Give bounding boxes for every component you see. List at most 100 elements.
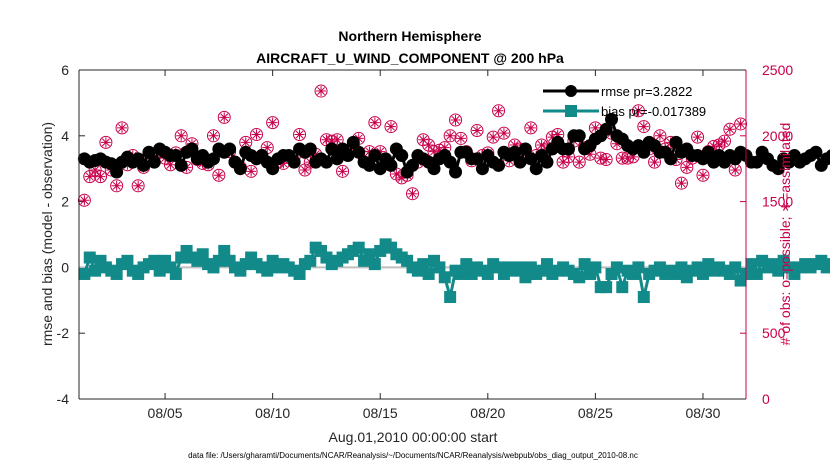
obs-possible-point xyxy=(648,155,662,169)
obs-assimilated-point xyxy=(111,180,122,191)
rmse-point xyxy=(605,112,619,126)
bias-point xyxy=(422,267,435,280)
rmse-point xyxy=(266,162,280,176)
rmse-point xyxy=(169,149,183,163)
y-axis-label: rmse and bias (model - observation) xyxy=(39,122,55,346)
y-tick-label: 2 xyxy=(61,194,69,210)
rmse-point xyxy=(492,158,506,172)
obs-assimilated-point xyxy=(654,130,665,141)
obs-assimilated-point xyxy=(278,158,289,169)
obs-possible-point xyxy=(99,135,113,149)
obs-assimilated-point xyxy=(251,129,262,140)
chart-title: Northern Hemisphere xyxy=(338,28,481,44)
obs-assimilated-point xyxy=(407,188,418,199)
obs-possible-point xyxy=(77,193,91,207)
x-tick-label: 08/15 xyxy=(363,405,398,421)
obs-possible-point xyxy=(314,84,328,98)
obs-assimilated-point xyxy=(100,137,111,148)
obs-possible-point xyxy=(723,122,737,136)
obs-assimilated-point xyxy=(633,105,644,116)
bias-point xyxy=(417,258,430,271)
obs-possible-point xyxy=(217,110,231,124)
obs-assimilated-point xyxy=(423,140,434,151)
bias-point xyxy=(218,244,231,257)
obs-possible-point xyxy=(631,104,645,118)
x-tick-label: 08/30 xyxy=(685,405,720,421)
rmse-point xyxy=(206,152,220,166)
obs-possible-point xyxy=(250,127,264,141)
rmse-point xyxy=(185,142,199,156)
bias-point xyxy=(433,261,446,274)
obs-possible-point xyxy=(556,155,570,169)
bias-series xyxy=(78,238,830,304)
y-right-tick-label: 500 xyxy=(762,325,786,341)
bias-point xyxy=(637,291,650,304)
bias-point xyxy=(454,267,467,280)
obs-assimilated-point xyxy=(676,178,687,189)
obs-assimilated-point xyxy=(628,151,639,162)
rmse-point xyxy=(427,162,441,176)
obs-assimilated-point xyxy=(337,166,348,177)
obs-possible-point xyxy=(384,120,398,134)
obs-possible-point xyxy=(336,164,350,178)
y-right-tick-label: 0 xyxy=(762,391,770,407)
obs-assimilated-point xyxy=(310,149,321,160)
rmse-point xyxy=(352,145,366,159)
x-tick-label: 08/20 xyxy=(470,405,505,421)
y-tick-label: -2 xyxy=(57,325,70,341)
obs-assimilated-point xyxy=(574,157,585,168)
obs-possible-point xyxy=(212,168,226,182)
obs-possible-point xyxy=(674,176,688,190)
obs-assimilated-point xyxy=(536,140,547,151)
bias-point xyxy=(148,254,161,267)
rmse-point xyxy=(137,158,151,172)
obs-assimilated-point xyxy=(294,129,305,140)
rmse-point xyxy=(287,155,301,169)
bias-point xyxy=(632,261,645,274)
obs-possible-point xyxy=(406,187,419,201)
legend-rmse-marker xyxy=(565,85,577,97)
rmse-point xyxy=(572,129,586,143)
obs-assimilated-point xyxy=(697,170,708,181)
bias-point xyxy=(729,261,742,274)
rmse-point xyxy=(475,162,489,176)
obs-possible-point xyxy=(131,179,145,193)
bias-point xyxy=(460,258,473,271)
bias-point xyxy=(83,251,96,264)
legend-bias-marker xyxy=(565,105,577,117)
bias-point xyxy=(750,267,763,280)
bias-point xyxy=(196,248,209,261)
legend: rmse pr=3.2822 bias pr=-0.017389 xyxy=(543,84,706,119)
obs-assimilated-point xyxy=(714,140,725,151)
obs-possible-point xyxy=(497,126,511,140)
obs-assimilated-point xyxy=(369,117,380,128)
rmse-point xyxy=(750,155,764,169)
bias-point xyxy=(772,264,785,277)
rmse-point xyxy=(637,145,651,159)
rmse-point xyxy=(362,158,376,172)
obs-possible-point xyxy=(174,129,188,143)
rmse-point xyxy=(110,165,124,179)
obs-possible-point xyxy=(599,152,613,166)
rmse-point xyxy=(449,165,463,179)
bias-point xyxy=(169,267,182,280)
obs-assimilated-point xyxy=(267,117,278,128)
legend-rmse-label: rmse pr=3.2822 xyxy=(601,84,692,99)
bias-point xyxy=(481,267,494,280)
obs-possible-point xyxy=(492,104,506,118)
obs-assimilated-point xyxy=(364,146,375,157)
obs-possible-point xyxy=(653,129,667,143)
obs-assimilated-point xyxy=(439,142,450,153)
rmse-point xyxy=(513,155,527,169)
bias-point xyxy=(519,271,532,284)
bias-point xyxy=(826,258,830,271)
obs-possible-point xyxy=(717,134,731,148)
rmse-point xyxy=(540,155,554,169)
bias-point xyxy=(675,261,688,274)
obs-assimilated-point xyxy=(638,121,649,132)
rmse-point xyxy=(518,142,532,156)
x-tick-label: 08/10 xyxy=(255,405,290,421)
rmse-series xyxy=(77,112,830,179)
rmse-point xyxy=(701,145,715,159)
obs-assimilated-point xyxy=(472,125,483,136)
